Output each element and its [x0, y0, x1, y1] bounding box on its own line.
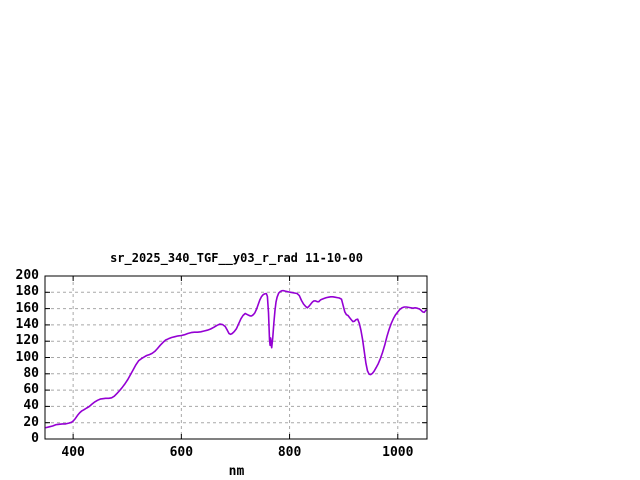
spectrum-curve — [45, 289, 427, 429]
y-tick-label: 180 — [15, 284, 39, 300]
y-tick-label: 0 — [31, 431, 39, 446]
y-tick-label: 120 — [15, 333, 39, 349]
x-tick-label: 600 — [169, 445, 194, 460]
y-tick-label: 20 — [23, 414, 39, 430]
y-tick-label: 100 — [15, 349, 39, 365]
plot-area — [44, 275, 428, 440]
x-tick-label: 1000 — [382, 445, 414, 460]
y-tick-label: 80 — [23, 365, 39, 381]
y-tick-label: 200 — [15, 268, 39, 283]
x-tick-label: 800 — [277, 445, 302, 460]
plot-border — [44, 275, 428, 440]
x-tick-label: 400 — [61, 445, 85, 460]
x-axis-title: nm — [228, 464, 245, 479]
chart-title: sr_2025_340_TGF__y03_r_rad 11-10-00 — [110, 251, 363, 265]
y-tick-label: 160 — [15, 300, 39, 316]
y-tick-label: 60 — [23, 382, 39, 398]
y-tick-label: 140 — [15, 316, 39, 332]
y-tick-label: 40 — [23, 398, 39, 414]
